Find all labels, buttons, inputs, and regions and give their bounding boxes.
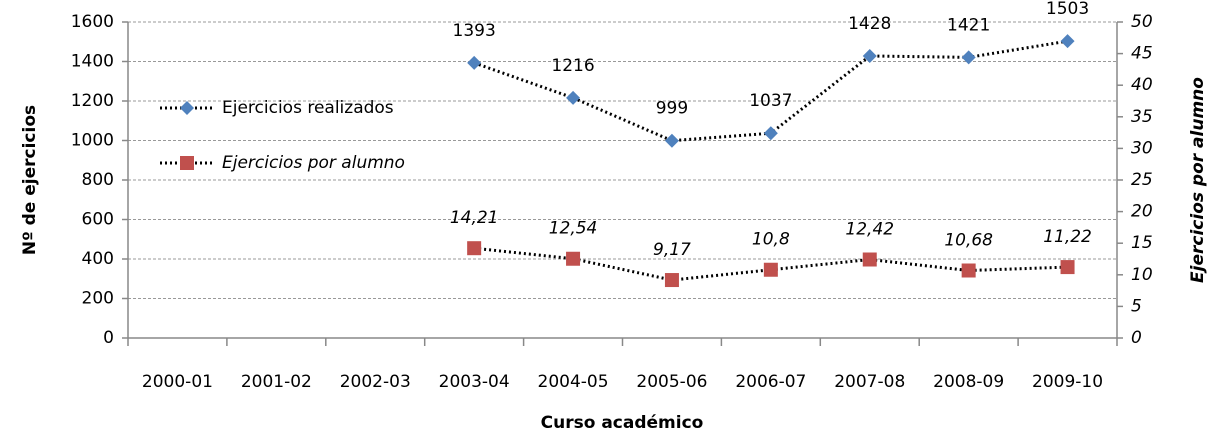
x-axis-title: Curso académico bbox=[541, 413, 704, 433]
legend-marker bbox=[180, 156, 194, 170]
y-tick-label: 1400 bbox=[71, 52, 114, 72]
x-tick-label: 2004-05 bbox=[538, 372, 609, 392]
y-tick-label: 1000 bbox=[71, 131, 114, 151]
data-label: 1421 bbox=[947, 15, 990, 35]
data-label: 10,68 bbox=[944, 231, 993, 251]
y-tick-label: 200 bbox=[82, 289, 114, 309]
data-point bbox=[1060, 34, 1075, 49]
y2-tick-label: 15 bbox=[1131, 233, 1153, 253]
x-tick-label: 2006-07 bbox=[735, 372, 806, 392]
data-label: 1393 bbox=[453, 21, 496, 41]
data-point bbox=[664, 133, 679, 148]
y-tick-label: 400 bbox=[82, 249, 114, 269]
x-tick-label: 2003-04 bbox=[439, 372, 510, 392]
data-point bbox=[961, 50, 976, 65]
legend-label: Ejercicios realizados bbox=[222, 98, 394, 118]
y2-axis-title: Ejercicios por alumno bbox=[1188, 77, 1208, 283]
data-label: 11,22 bbox=[1043, 227, 1092, 247]
y-tick-label: 1600 bbox=[71, 12, 114, 32]
data-point bbox=[763, 262, 778, 277]
y2-tick-label: 35 bbox=[1131, 107, 1153, 127]
data-point bbox=[961, 263, 976, 278]
x-tick-label: 2009-10 bbox=[1032, 372, 1103, 392]
data-point bbox=[566, 251, 581, 266]
y2-tick-label: 50 bbox=[1131, 12, 1153, 32]
y-tick-label: 0 bbox=[103, 328, 114, 348]
data-label: 1428 bbox=[848, 14, 891, 34]
y2-tick-label: 40 bbox=[1131, 75, 1153, 95]
data-label: 9,17 bbox=[653, 240, 691, 260]
x-tick-label: 2008-09 bbox=[933, 372, 1004, 392]
x-tick-label: 2005-06 bbox=[636, 372, 707, 392]
x-tick-label: 2000-01 bbox=[142, 372, 213, 392]
data-label: 12,54 bbox=[549, 219, 598, 239]
data-point bbox=[862, 48, 877, 63]
y-tick-label: 1200 bbox=[71, 91, 114, 111]
data-label: 10,8 bbox=[752, 230, 790, 250]
y2-tick-label: 20 bbox=[1131, 202, 1153, 222]
data-point bbox=[664, 273, 679, 288]
data-label: 1216 bbox=[551, 56, 594, 76]
data-point bbox=[467, 55, 482, 70]
x-tick-label: 2001-02 bbox=[241, 372, 312, 392]
data-point bbox=[862, 252, 877, 267]
y2-tick-label: 45 bbox=[1131, 44, 1153, 64]
data-point bbox=[1060, 260, 1075, 275]
data-label: 999 bbox=[656, 99, 688, 119]
y2-tick-label: 30 bbox=[1131, 138, 1153, 158]
data-label: 14,21 bbox=[450, 208, 499, 228]
data-point bbox=[467, 241, 482, 256]
x-tick-label: 2002-03 bbox=[340, 372, 411, 392]
data-point bbox=[566, 90, 581, 105]
data-label: 12,42 bbox=[845, 220, 894, 240]
data-label: 1037 bbox=[749, 91, 792, 111]
y2-tick-label: 25 bbox=[1131, 170, 1153, 190]
y2-tick-label: 5 bbox=[1131, 296, 1142, 316]
y-tick-label: 800 bbox=[82, 170, 114, 190]
data-label: 1503 bbox=[1046, 0, 1089, 19]
y2-tick-label: 0 bbox=[1131, 328, 1142, 348]
legend-label: Ejercicios por alumno bbox=[222, 153, 405, 173]
data-point bbox=[763, 126, 778, 141]
y2-tick-label: 10 bbox=[1131, 265, 1153, 285]
x-tick-label: 2007-08 bbox=[834, 372, 905, 392]
y-tick-label: 600 bbox=[82, 210, 114, 230]
y-axis-title: Nº de ejercicios bbox=[20, 105, 40, 255]
legend-marker bbox=[180, 101, 194, 115]
